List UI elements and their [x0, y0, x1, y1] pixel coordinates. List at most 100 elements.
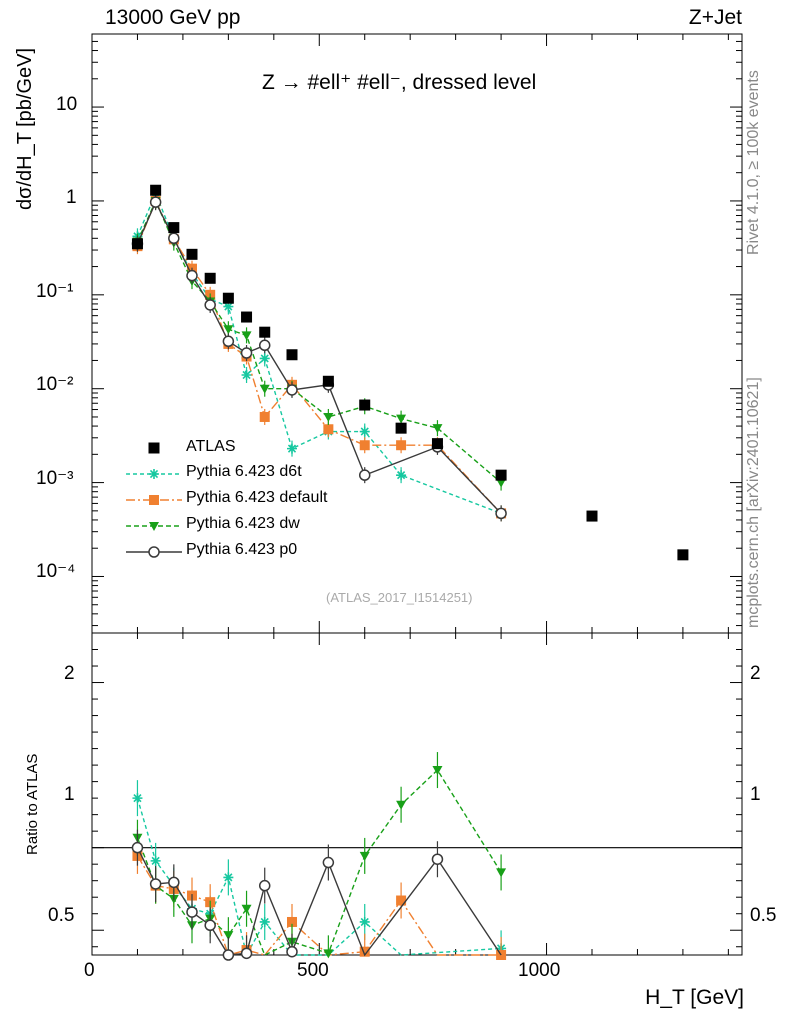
data-point-d6t — [359, 426, 370, 437]
ratio-point-p0 — [258, 879, 271, 892]
data-point-default — [259, 411, 270, 422]
data-point-atlas — [131, 238, 143, 250]
x-axis-label: H_T [GeV] — [645, 986, 744, 1009]
data-point-dw — [223, 325, 234, 335]
ratio-tick-label-2-left: 2 — [64, 663, 75, 684]
data-point-atlas — [322, 375, 334, 387]
ratio-point-dw — [223, 931, 234, 941]
data-point-p0 — [149, 196, 162, 208]
data-point-default — [323, 424, 334, 435]
data-point-dw — [259, 384, 270, 394]
ratio-point-dw — [396, 800, 407, 810]
y-tick-label-0.0001: 10⁻⁴ — [36, 561, 76, 582]
data-point-d6t — [259, 353, 270, 364]
data-point-atlas — [586, 510, 598, 522]
side-text-mcplots: mcplots.cern.ch [arXiv:2401.10621] — [745, 377, 762, 628]
data-point-p0 — [168, 232, 180, 245]
data-point-default — [359, 440, 370, 451]
ratio-point-dw — [359, 851, 370, 861]
y-tick-label-0.01: 10⁻² — [36, 374, 74, 395]
chart-title: Z → #ell⁺ #ell⁻, dressed level — [262, 71, 537, 94]
ratio-point-p0 — [131, 841, 144, 854]
y-axis-label: dσ/dH_T [pb/GeV] — [14, 47, 36, 210]
analysis-id-label: (ATLAS_2017_I1514251) — [326, 590, 473, 605]
data-point-atlas — [259, 326, 271, 338]
ratio-point-d6t — [132, 793, 143, 804]
data-point-default — [396, 440, 407, 451]
ratio-point-p0 — [322, 856, 335, 869]
ratio-point-p0 — [149, 878, 162, 890]
ratio-tick-label-1-left: 1 — [64, 784, 75, 805]
data-point-dw — [396, 414, 407, 424]
ratio-point-d6t — [223, 872, 234, 883]
legend-label-default: Pythia 6.423 default — [186, 489, 328, 506]
ratio-panel-frame — [91, 632, 743, 956]
side-text-rivet: Rivet 4.1.0, ≥ 100k events — [745, 70, 762, 255]
ratio-point-default — [287, 916, 297, 927]
data-point-p0 — [204, 299, 216, 311]
ratio-point-d6t — [150, 855, 161, 866]
data-point-atlas — [168, 222, 180, 234]
y-tick-label-1: 1 — [66, 187, 77, 208]
x-tick-label-500: 500 — [297, 960, 329, 981]
ratio-tick-label-2-right: 2 — [750, 663, 761, 684]
ratio-point-default — [396, 895, 407, 906]
data-point-atlas — [150, 184, 162, 196]
legend-label-dw: Pythia 6.423 dw — [186, 515, 300, 532]
data-point-d6t — [396, 470, 407, 481]
ratio-point-default — [359, 946, 370, 957]
y-tick-label-0.001: 10⁻³ — [36, 468, 74, 489]
ratio-point-dw — [432, 766, 443, 776]
ratio-tick-label-0.5-right: 0.5 — [750, 905, 777, 926]
data-point-atlas — [241, 311, 253, 323]
data-point-atlas — [286, 349, 298, 361]
data-point-p0 — [286, 384, 298, 396]
data-point-atlas — [395, 422, 407, 434]
y-tick-label-0.1: 10⁻¹ — [36, 281, 74, 302]
data-point-atlas — [222, 292, 234, 304]
ratio-point-p0 — [286, 945, 298, 958]
ratio-point-p0 — [186, 906, 198, 918]
data-point-atlas — [495, 469, 507, 481]
data-point-p0 — [186, 269, 198, 282]
data-point-p0 — [495, 507, 507, 520]
ratio-point-p0 — [222, 949, 235, 961]
legend-label-p0: Pythia 6.423 p0 — [186, 541, 298, 558]
x-tick-label-0: 0 — [84, 960, 95, 981]
ratio-point-p0 — [431, 853, 444, 865]
series-line-default — [136, 199, 502, 514]
data-point-d6t — [241, 369, 252, 380]
data-point-atlas — [359, 399, 371, 411]
ratio-point-d6t — [359, 916, 370, 927]
ratio-point-d6t — [259, 916, 270, 927]
header-left-label: 13000 GeV pp — [105, 6, 241, 29]
x-tick-label-1000: 1000 — [518, 960, 561, 981]
data-point-d6t — [223, 301, 234, 312]
ratio-tick-label-1-right: 1 — [750, 784, 761, 805]
data-point-atlas — [204, 272, 216, 284]
data-point-p0 — [258, 339, 271, 352]
data-point-d6t — [287, 443, 297, 454]
data-point-dw — [432, 424, 443, 434]
data-point-dw — [241, 331, 252, 341]
ratio-line-dw — [136, 768, 502, 956]
header-right-label: Z+Jet — [688, 6, 742, 29]
legend-label-d6t: Pythia 6.423 d6t — [186, 463, 302, 480]
ratio-point-p0 — [240, 947, 253, 960]
data-point-p0 — [358, 469, 371, 481]
ratio-point-p0 — [204, 919, 216, 932]
legend-marker-atlas — [148, 442, 160, 454]
ratio-y-axis-label: Ratio to ATLAS — [24, 753, 41, 855]
data-point-dw — [496, 478, 507, 488]
data-point-atlas — [186, 248, 198, 260]
data-point-p0 — [222, 335, 235, 348]
ratio-tick-label-0.5-left: 0.5 — [48, 905, 75, 926]
ratio-point-dw — [241, 904, 252, 914]
data-point-atlas — [677, 549, 689, 561]
data-point-dw — [323, 412, 334, 422]
legend-label-atlas: ATLAS — [186, 438, 236, 455]
ratio-point-dw — [496, 868, 507, 878]
legend-marker-d6t — [149, 469, 159, 479]
legend-marker-dw — [149, 522, 159, 531]
